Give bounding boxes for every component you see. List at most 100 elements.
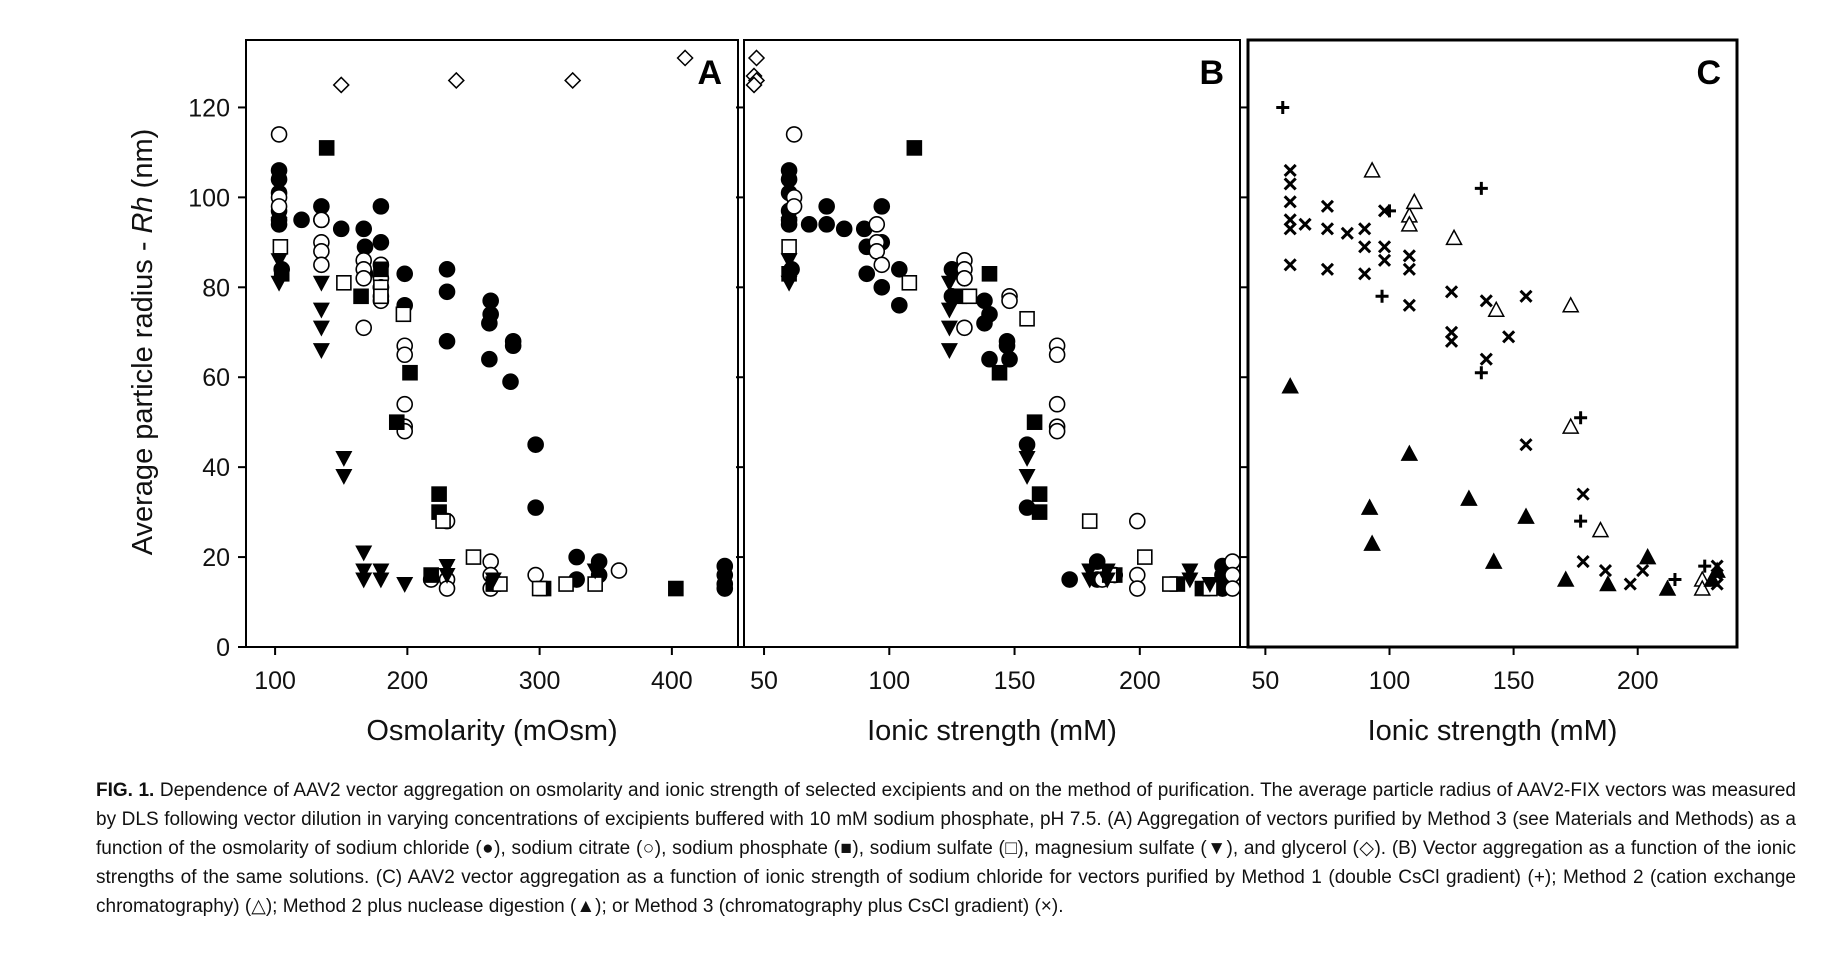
data-point (1474, 181, 1488, 195)
x-tick-label: 400 (651, 667, 693, 695)
data-point (1519, 289, 1533, 303)
data-point (270, 126, 288, 143)
data-point (835, 220, 853, 238)
data-point (785, 126, 803, 143)
data-point (1048, 422, 1066, 440)
y-tick-label: 80 (202, 274, 230, 302)
data-point (447, 71, 465, 90)
data-point (312, 320, 330, 337)
data-point (780, 253, 798, 270)
data-point (1402, 249, 1416, 263)
data-point (558, 576, 574, 592)
data-point (961, 288, 978, 305)
data-point (1636, 564, 1650, 578)
data-point (780, 275, 798, 292)
data-point (293, 211, 310, 229)
data-point (1320, 199, 1334, 213)
series-filled-square (781, 140, 1211, 597)
data-point (1283, 195, 1297, 209)
data-point (1283, 258, 1297, 272)
data-point (318, 140, 335, 156)
data-point (991, 364, 1008, 381)
data-point (1698, 559, 1712, 573)
plot-area: 0 20 40 60 80 100 120 100 200 300 400 Osmolarity (m… (188, 38, 1739, 747)
data-point (1574, 411, 1588, 425)
series-filled-square (273, 140, 684, 597)
y-tick-label: 0 (216, 634, 230, 662)
x-axis-label: Ionic strength (mM) (867, 715, 1117, 747)
data-point (1561, 296, 1580, 313)
series-filled-triangle-down (780, 217, 1219, 593)
data-point (270, 217, 288, 234)
data-point (818, 198, 835, 215)
panel-a: 0 20 40 60 80 100 120 100 200 300 400 Osmolarity (m… (188, 39, 739, 747)
data-point (1623, 577, 1637, 591)
y-tick-label: 120 (188, 94, 230, 122)
data-point (1018, 436, 1036, 453)
data-point (780, 217, 798, 234)
data-point (1402, 298, 1416, 312)
data-point (1358, 222, 1372, 236)
x-tick-label: 100 (254, 667, 296, 695)
data-point (1181, 563, 1199, 580)
data-point (858, 265, 876, 283)
data-point (312, 343, 330, 360)
data-point (355, 270, 373, 287)
data-point (1358, 240, 1372, 254)
data-point (1402, 262, 1416, 276)
data-point (1298, 217, 1312, 231)
data-point (312, 302, 330, 319)
data-point (716, 580, 734, 597)
series-cross (1283, 163, 1724, 591)
data-point (270, 253, 288, 270)
x-tick-label: 200 (386, 667, 428, 695)
data-point (438, 283, 456, 301)
data-point (1598, 564, 1613, 578)
data-point (1556, 570, 1575, 587)
data-point (313, 211, 330, 229)
data-point (438, 558, 456, 575)
data-point (1283, 163, 1297, 177)
data-point (395, 306, 412, 323)
panel-letter: A (697, 54, 722, 92)
data-point (873, 256, 891, 274)
series-open-diamond (332, 49, 694, 94)
data-point (355, 319, 373, 337)
data-points (1276, 100, 1726, 596)
series-filled-triangle-down (270, 217, 604, 593)
data-point (336, 274, 352, 291)
data-point (313, 256, 330, 274)
data-point (1445, 228, 1463, 246)
data-point (373, 261, 389, 278)
data-point (818, 216, 835, 233)
data-points (745, 49, 1240, 597)
data-point (1224, 580, 1240, 597)
data-point (438, 332, 456, 350)
data-point (1081, 572, 1099, 589)
data-point (564, 71, 582, 90)
data-point (1638, 547, 1657, 565)
data-point (431, 486, 447, 502)
data-point (355, 563, 373, 580)
x-tick-label: 150 (1493, 667, 1535, 695)
data-point (527, 499, 544, 516)
caption-label: FIG. 1. (96, 780, 155, 801)
data-point (1360, 498, 1379, 515)
data-point (891, 296, 908, 314)
x-tick-label: 100 (1369, 667, 1411, 695)
data-point (1283, 222, 1297, 236)
data-point (1137, 549, 1153, 565)
data-point (1474, 366, 1488, 380)
data-point (1281, 377, 1299, 394)
data-point (1019, 310, 1035, 327)
data-point (1375, 289, 1389, 303)
series-open-circle (785, 126, 1240, 597)
x-tick-label: 50 (1251, 667, 1279, 695)
data-point (372, 572, 390, 589)
x-tick-label: 50 (750, 667, 778, 695)
data-point (465, 549, 482, 565)
x-axis-label: Osmolarity (mOsm) (366, 715, 617, 747)
data-point (940, 275, 958, 292)
data-point (272, 239, 289, 255)
